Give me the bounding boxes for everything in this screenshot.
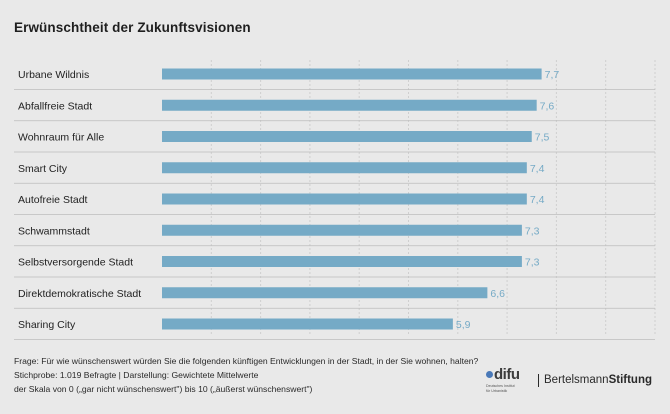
category-label: Urbane Wildnis	[18, 69, 89, 81]
difu-logo: difu Deutsches Institut für Urbanistik	[486, 366, 536, 393]
category-label: Direktdemokratische Stadt	[18, 288, 141, 300]
bar	[162, 68, 542, 80]
category-label: Schwammstadt	[18, 225, 90, 237]
bar	[162, 224, 522, 236]
bar	[162, 193, 527, 205]
difu-wordmark: difu	[494, 366, 520, 383]
data-label: 7,6	[540, 100, 555, 112]
category-label: Selbstversorgende Stadt	[18, 257, 133, 269]
category-label: Smart City	[18, 163, 68, 175]
bar-chart: Urbane Wildnis 7,7 Abfallfreie Stadt 7,6 Woh…	[14, 60, 656, 340]
data-label: 7,4	[530, 163, 545, 175]
category-label: Sharing City	[18, 319, 76, 331]
footnote-question: Frage: Für wie wünschenswert würden Sie …	[14, 356, 479, 366]
data-label: 7,4	[530, 194, 545, 206]
difu-subtitle-1: Deutsches Institut	[486, 384, 515, 388]
category-label: Wohnraum für Alle	[18, 132, 104, 144]
category-label: Abfallfreie Stadt	[18, 100, 92, 112]
footnote-scale: der Skala von 0 („gar nicht wünschenswer…	[14, 384, 313, 394]
bar	[162, 131, 532, 142]
bar	[162, 318, 453, 330]
difu-dot-icon	[486, 371, 493, 378]
data-label: 6,6	[490, 288, 505, 300]
footnote-sample: Stichprobe: 1.019 Befragte | Darstellung…	[14, 370, 259, 380]
data-label: 7,5	[535, 132, 550, 144]
footnotes: Frage: Für wie wünschenswert würden Sie …	[14, 354, 478, 396]
chart-title: Erwünschtheit der Zukunftsvisionen	[14, 20, 251, 35]
bertelsmann-wordmark-a: Bertelsmann	[544, 374, 609, 386]
bar	[162, 99, 537, 111]
bar	[162, 256, 522, 267]
data-label: 7,3	[525, 257, 540, 269]
category-label: Autofreie Stadt	[18, 194, 88, 206]
data-label: 7,3	[525, 225, 540, 237]
data-label: 5,9	[456, 319, 471, 331]
data-label: 7,7	[545, 69, 560, 81]
bertelsmann-wordmark-b: Stiftung	[608, 374, 652, 386]
bar	[162, 162, 527, 174]
bertelsmann-logo: BertelsmannStiftung	[538, 374, 652, 387]
bar	[162, 287, 488, 299]
difu-subtitle-2: für Urbanistik	[486, 389, 508, 393]
